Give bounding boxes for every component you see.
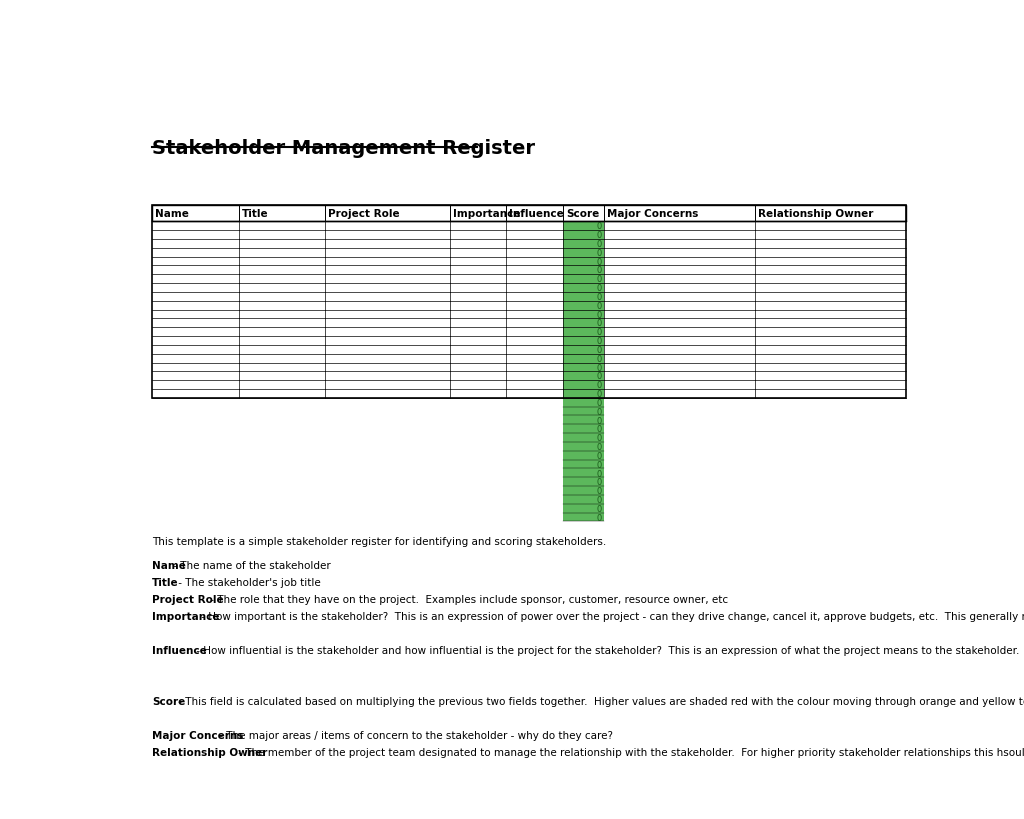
Bar (563, 328, 604, 336)
Bar (563, 495, 604, 504)
Text: 0: 0 (597, 258, 602, 267)
Text: 0: 0 (597, 408, 602, 417)
Text: 0: 0 (597, 284, 602, 293)
Bar (563, 336, 604, 345)
Text: 0: 0 (597, 240, 602, 249)
Text: Influence: Influence (152, 646, 207, 656)
Text: 0: 0 (597, 337, 602, 346)
Bar (563, 230, 604, 239)
Bar (152, 206, 905, 398)
Bar (563, 221, 604, 230)
Bar (563, 450, 604, 459)
Text: 0: 0 (597, 373, 602, 382)
Text: Major Concerns: Major Concerns (607, 209, 698, 219)
Text: Stakeholder Management Register: Stakeholder Management Register (152, 139, 535, 158)
Bar (563, 442, 604, 450)
Text: 0: 0 (597, 231, 602, 240)
Bar (563, 247, 604, 256)
Bar (563, 415, 604, 424)
Bar (563, 371, 604, 380)
Text: Project Role: Project Role (329, 209, 400, 219)
Bar (563, 459, 604, 468)
Bar (563, 477, 604, 486)
Bar (563, 424, 604, 433)
Text: Name: Name (152, 561, 185, 571)
Text: Title: Title (152, 578, 178, 588)
Text: Influence: Influence (509, 209, 564, 219)
Text: 0: 0 (597, 417, 602, 426)
Text: 0: 0 (597, 390, 602, 399)
Text: Major Concerns: Major Concerns (152, 731, 243, 741)
Bar (563, 301, 604, 310)
Text: - The major areas / items of concern to the stakeholder - why do they care?: - The major areas / items of concern to … (216, 731, 613, 741)
Bar (563, 389, 604, 398)
Text: 0: 0 (597, 505, 602, 514)
Text: 0: 0 (597, 425, 602, 434)
Text: 0: 0 (597, 346, 602, 355)
Text: - This field is calculated based on multiplying the previous two fields together: - This field is calculated based on mult… (175, 698, 1024, 708)
Text: - The name of the stakeholder: - The name of the stakeholder (170, 561, 331, 571)
Bar (563, 354, 604, 363)
Text: 0: 0 (597, 434, 602, 443)
Text: 0: 0 (597, 452, 602, 461)
Bar (152, 206, 905, 221)
Text: 0: 0 (597, 364, 602, 373)
Bar (563, 486, 604, 495)
Text: Name: Name (155, 209, 188, 219)
Bar (563, 274, 604, 283)
Bar (563, 283, 604, 292)
Text: 0: 0 (597, 293, 602, 302)
Text: 0: 0 (597, 487, 602, 496)
Text: - The role that they have on the project.  Examples include sponsor, customer, r: - The role that they have on the project… (207, 595, 728, 605)
Text: - The member of the project team designated to manage the relationship with the : - The member of the project team designa… (234, 749, 1024, 758)
Text: Importance: Importance (453, 209, 520, 219)
Bar (563, 398, 604, 407)
Text: 0: 0 (597, 443, 602, 452)
Bar (563, 407, 604, 415)
Text: Score: Score (152, 698, 185, 708)
Text: 0: 0 (597, 310, 602, 319)
Text: Relationship Owner: Relationship Owner (152, 749, 267, 758)
Text: 0: 0 (597, 275, 602, 284)
Text: 0: 0 (597, 496, 602, 505)
Bar (563, 319, 604, 328)
Text: 0: 0 (597, 222, 602, 231)
Text: 0: 0 (597, 399, 602, 408)
Text: - How influential is the stakeholder and how influential is the project for the : - How influential is the stakeholder and… (194, 646, 1024, 656)
Text: 0: 0 (597, 381, 602, 390)
Text: 0: 0 (597, 469, 602, 478)
Text: 0: 0 (597, 249, 602, 258)
Bar (563, 310, 604, 319)
Bar (563, 504, 604, 513)
Text: Score: Score (566, 209, 599, 219)
Bar (563, 265, 604, 274)
Text: - How important is the stakeholder?  This is an expression of power over the pro: - How important is the stakeholder? This… (198, 613, 1024, 622)
Bar (563, 292, 604, 301)
Text: 0: 0 (597, 328, 602, 337)
Text: Relationship Owner: Relationship Owner (758, 209, 873, 219)
Text: Importance: Importance (152, 613, 219, 622)
Bar (563, 380, 604, 389)
Bar (563, 363, 604, 371)
Text: 0: 0 (597, 478, 602, 487)
Text: 0: 0 (597, 266, 602, 275)
Bar (563, 239, 604, 247)
Text: 0: 0 (597, 355, 602, 364)
Bar (563, 513, 604, 522)
Bar (563, 433, 604, 442)
Text: 0: 0 (597, 461, 602, 469)
Bar (563, 468, 604, 477)
Text: 0: 0 (597, 514, 602, 523)
Text: - The stakeholder's job title: - The stakeholder's job title (175, 578, 321, 588)
Text: This template is a simple stakeholder register for identifying and scoring stake: This template is a simple stakeholder re… (152, 537, 606, 547)
Text: 0: 0 (597, 301, 602, 310)
Bar (563, 256, 604, 265)
Text: 0: 0 (597, 319, 602, 328)
Bar (563, 345, 604, 354)
Text: Project Role: Project Role (152, 595, 223, 605)
Text: Title: Title (242, 209, 268, 219)
